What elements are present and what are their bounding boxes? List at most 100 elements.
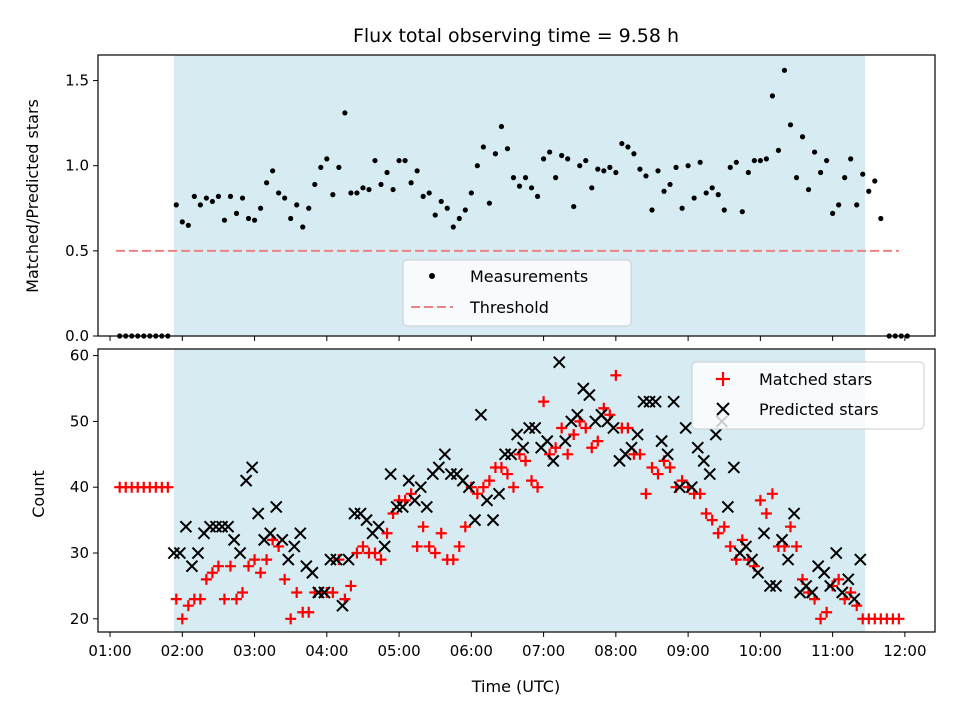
measurement-point (787, 122, 794, 128)
measurement-point (300, 224, 306, 230)
measurement-point (565, 156, 571, 162)
predicted-star-point (486, 513, 500, 527)
measurement-point (282, 195, 288, 201)
matched-star-point (724, 540, 736, 552)
predicted-star-point (541, 434, 554, 448)
measurement-point (805, 186, 812, 193)
predicted-star-point (233, 546, 247, 560)
measurement-point (745, 169, 751, 176)
predicted-star-point (294, 527, 307, 540)
matched-star-point (369, 547, 381, 559)
measurement-point (583, 157, 589, 164)
measurement-point (444, 205, 450, 211)
predicted-star-point (384, 467, 397, 481)
matched-star-point (417, 521, 429, 533)
predicted-star-point (342, 553, 355, 566)
predicted-star-point (492, 487, 506, 500)
measurement-point (733, 159, 739, 165)
measurement-point (516, 183, 523, 189)
matched-star-point (357, 540, 369, 552)
predicted-star-point (673, 481, 686, 494)
matched-star-point (640, 488, 652, 500)
predicted-star-point (360, 513, 373, 527)
predicted-star-point (282, 553, 295, 566)
measurement-point (462, 207, 468, 213)
x-tick-label: 05:00 (377, 642, 420, 660)
legend-measurements: Measurements (470, 267, 588, 286)
measurement-point (709, 185, 715, 191)
matched-star-point (760, 508, 772, 520)
predicted-star-point (221, 520, 235, 533)
measurement-point (348, 190, 354, 196)
measurement-point (721, 207, 727, 213)
measurement-point (276, 190, 282, 196)
x-tick-label: 12:00 (883, 642, 926, 660)
x-tick-label: 07:00 (522, 642, 565, 660)
matched-star-point (652, 468, 664, 480)
measurement-point (450, 224, 456, 230)
measurement-point (480, 144, 486, 150)
measurement-point (793, 175, 800, 181)
measurement-point (631, 151, 637, 157)
matched-star-point (162, 481, 174, 493)
measurement-point (763, 156, 769, 162)
measurement-point (203, 195, 209, 201)
measurement-point (197, 202, 203, 208)
matched-star-point (176, 613, 188, 625)
predicted-star-point (625, 441, 638, 454)
matched-star-point (495, 461, 507, 473)
measurement-point (643, 173, 649, 179)
top-axes-frame (97, 54, 936, 337)
matched-star-point (706, 514, 718, 526)
top-legend-box (402, 259, 632, 327)
matched-star-point (754, 494, 766, 506)
predicted-star-point (727, 461, 741, 474)
measurement-point (468, 190, 474, 196)
predicted-star-point (306, 566, 319, 579)
predicted-star-point (420, 500, 433, 514)
matched-star-point (471, 488, 483, 500)
predicted-star-point (685, 481, 698, 494)
predicted-star-point (414, 481, 427, 494)
matched-star-point (351, 547, 363, 559)
predicted-star-point (480, 494, 494, 507)
matched-star-point (423, 540, 435, 552)
measurement-point (264, 180, 270, 186)
x-tick-label: 10:00 (739, 642, 782, 660)
measurement-point (757, 157, 763, 164)
predicted-star-point (787, 507, 801, 520)
x-tick-label: 06:00 (450, 642, 493, 660)
matched-star-point (646, 461, 658, 473)
predicted-star-point (583, 388, 596, 402)
matched-star-point (212, 560, 224, 572)
measurement-point (251, 217, 258, 223)
measurement-point (378, 181, 384, 188)
measurement-point (456, 215, 462, 222)
matched-star-point (381, 527, 393, 539)
predicted-star-point (462, 481, 476, 494)
predicted-star-point (757, 527, 771, 540)
predicted-star-point (251, 507, 265, 520)
matched-star-point (375, 554, 387, 566)
measurement-point (727, 164, 733, 170)
measurement-point (781, 67, 788, 73)
predicted-star-point (691, 441, 704, 454)
measurement-point (408, 180, 414, 186)
predicted-star-point (751, 566, 765, 579)
bottom-legend-box (691, 361, 925, 430)
matched-star-point (592, 435, 604, 447)
predicted-star-point (745, 553, 759, 566)
matched-star-point (821, 606, 833, 618)
predicted-star-point (703, 467, 717, 481)
predicted-star-point (245, 461, 259, 474)
measurement-point (824, 157, 830, 164)
measurement-point (245, 215, 252, 222)
predicted-star-point (709, 428, 723, 441)
matched-star-point (507, 481, 519, 493)
measurement-point (366, 186, 372, 193)
matched-star-point (634, 448, 646, 460)
predicted-star-point (679, 421, 692, 435)
predicted-star-point (697, 454, 710, 468)
predicted-star-point (854, 553, 867, 566)
measurement-point (312, 181, 318, 188)
